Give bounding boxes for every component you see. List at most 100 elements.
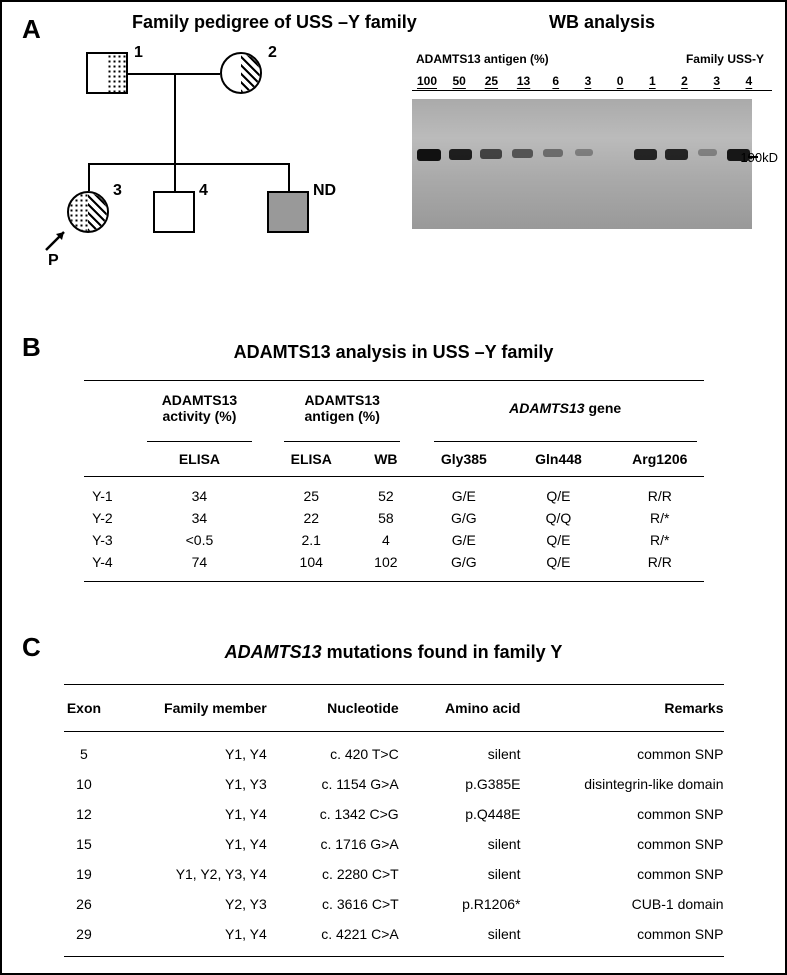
table-cell: silent — [409, 919, 531, 949]
tc-h-exon: Exon — [54, 692, 115, 724]
table-cell: 104 — [268, 551, 355, 578]
table-cell: c. 3616 C>T — [277, 889, 409, 919]
table-cell: common SNP — [530, 859, 733, 889]
table-row: Y-2342258G/GQ/QR/* — [74, 507, 714, 529]
wb-lane-label: 1 — [639, 74, 665, 88]
table-cell: 34 — [131, 480, 267, 507]
pedigree-line — [174, 73, 176, 163]
wb-band — [512, 149, 533, 158]
table-cell: 34 — [131, 507, 267, 529]
table-cell: Y1, Y4 — [114, 919, 276, 949]
pedigree-individual-2 — [220, 52, 262, 94]
table-cell: 22 — [268, 507, 355, 529]
panel-a-title-right: WB analysis — [549, 12, 655, 33]
panel-c-title: ADAMTS13 mutations found in family Y — [12, 642, 775, 663]
wb-lane-label: 0 — [607, 74, 633, 88]
tb-sh-elisa-a: ELISA — [131, 448, 267, 473]
tc-h-aa: Amino acid — [409, 692, 531, 724]
proband-arrow-icon — [44, 224, 74, 254]
table-cell: G/G — [417, 507, 511, 529]
table-cell: 29 — [54, 919, 115, 949]
table-row: Y-1342552G/EQ/ER/R — [74, 480, 714, 507]
table-cell: silent — [409, 859, 531, 889]
table-cell: 102 — [355, 551, 417, 578]
table-cell: p.Q448E — [409, 799, 531, 829]
wb-lane-label: 4 — [736, 74, 762, 88]
table-cell: Y1, Y4 — [114, 829, 276, 859]
table-row: 10Y1, Y3c. 1154 G>Ap.G385Edisintegrin-li… — [54, 769, 734, 799]
pedigree-num-3: 3 — [113, 182, 122, 200]
wb-band — [634, 149, 657, 160]
table-cell: 25 — [268, 480, 355, 507]
table-cell: c. 420 T>C — [277, 739, 409, 769]
tb-h-gene: ADAMTS13 — [509, 400, 584, 416]
table-cell: R/* — [606, 507, 713, 529]
tb-sh-r1206: Arg1206 — [606, 448, 713, 473]
table-cell: c. 1342 C>G — [277, 799, 409, 829]
table-row: Y-3<0.52.14G/EQ/ER/* — [74, 529, 714, 551]
tb-sh-q448: Gln448 — [511, 448, 606, 473]
table-cell: common SNP — [530, 799, 733, 829]
table-cell: R/* — [606, 529, 713, 551]
wb-lane-label: 2 — [672, 74, 698, 88]
wb-band — [575, 149, 594, 156]
table-cell: Q/E — [511, 529, 606, 551]
wb-band — [543, 149, 563, 157]
tc-h-nt: Nucleotide — [277, 692, 409, 724]
pedigree-individual-1 — [86, 52, 128, 94]
table-cell: silent — [409, 829, 531, 859]
table-cell: Q/E — [511, 551, 606, 578]
table-row: 29Y1, Y4c. 4221 C>Asilentcommon SNP — [54, 919, 734, 949]
pedigree-num-nd: ND — [313, 182, 336, 200]
wb-header-family: Family USS-Y — [686, 52, 764, 66]
pedigree-diagram: 1 2 3 P 4 ND — [52, 52, 362, 282]
table-cell: 5 — [54, 739, 115, 769]
table-cell: Y-3 — [74, 529, 132, 551]
pedigree-line — [88, 163, 90, 191]
pedigree-num-2: 2 — [268, 44, 277, 62]
wb-lane-label: 6 — [543, 74, 569, 88]
wb-lane-label: 100 — [414, 74, 440, 88]
table-cell: c. 1716 G>A — [277, 829, 409, 859]
wb-header-antigen: ADAMTS13 antigen (%) — [416, 52, 549, 66]
table-cell: 26 — [54, 889, 115, 919]
table-cell: common SNP — [530, 739, 733, 769]
table-cell: common SNP — [530, 829, 733, 859]
table-row: 15Y1, Y4c. 1716 G>Asilentcommon SNP — [54, 829, 734, 859]
wb-band — [698, 149, 717, 156]
table-cell: silent — [409, 739, 531, 769]
wb-lane-label: 3 — [575, 74, 601, 88]
pedigree-line — [88, 163, 288, 165]
wb-lane-label: 13 — [511, 74, 537, 88]
pedigree-num-1: 1 — [134, 44, 143, 62]
table-cell: CUB-1 domain — [530, 889, 733, 919]
wb-size-label: 190kD — [740, 150, 778, 165]
table-cell: 19 — [54, 859, 115, 889]
table-cell: 2.1 — [268, 529, 355, 551]
pedigree-individual-nd — [267, 191, 309, 233]
table-cell: 74 — [131, 551, 267, 578]
table-cell: disintegrin-like domain — [530, 769, 733, 799]
pedigree-individual-4 — [153, 191, 195, 233]
table-cell: G/E — [417, 529, 511, 551]
wb-band — [665, 149, 688, 160]
table-cell: 12 — [54, 799, 115, 829]
table-cell: 4 — [355, 529, 417, 551]
table-row: 26Y2, Y3c. 3616 C>Tp.R1206*CUB-1 domain — [54, 889, 734, 919]
table-cell: Y1, Y4 — [114, 739, 276, 769]
table-cell: 52 — [355, 480, 417, 507]
western-blot: ADAMTS13 antigen (%) Family USS-Y 100502… — [412, 52, 772, 282]
table-cell: 58 — [355, 507, 417, 529]
pedigree-line — [174, 163, 176, 191]
table-cell: Y1, Y4 — [114, 799, 276, 829]
wb-band — [480, 149, 502, 159]
table-cell: 10 — [54, 769, 115, 799]
table-cell: p.R1206* — [409, 889, 531, 919]
table-cell: G/G — [417, 551, 511, 578]
table-cell: R/R — [606, 480, 713, 507]
wb-lane-label: 25 — [478, 74, 504, 88]
wb-band — [449, 149, 472, 160]
panel-b-title: ADAMTS13 analysis in USS –Y family — [12, 342, 775, 363]
wb-gel-image — [412, 99, 752, 229]
table-cell: c. 1154 G>A — [277, 769, 409, 799]
